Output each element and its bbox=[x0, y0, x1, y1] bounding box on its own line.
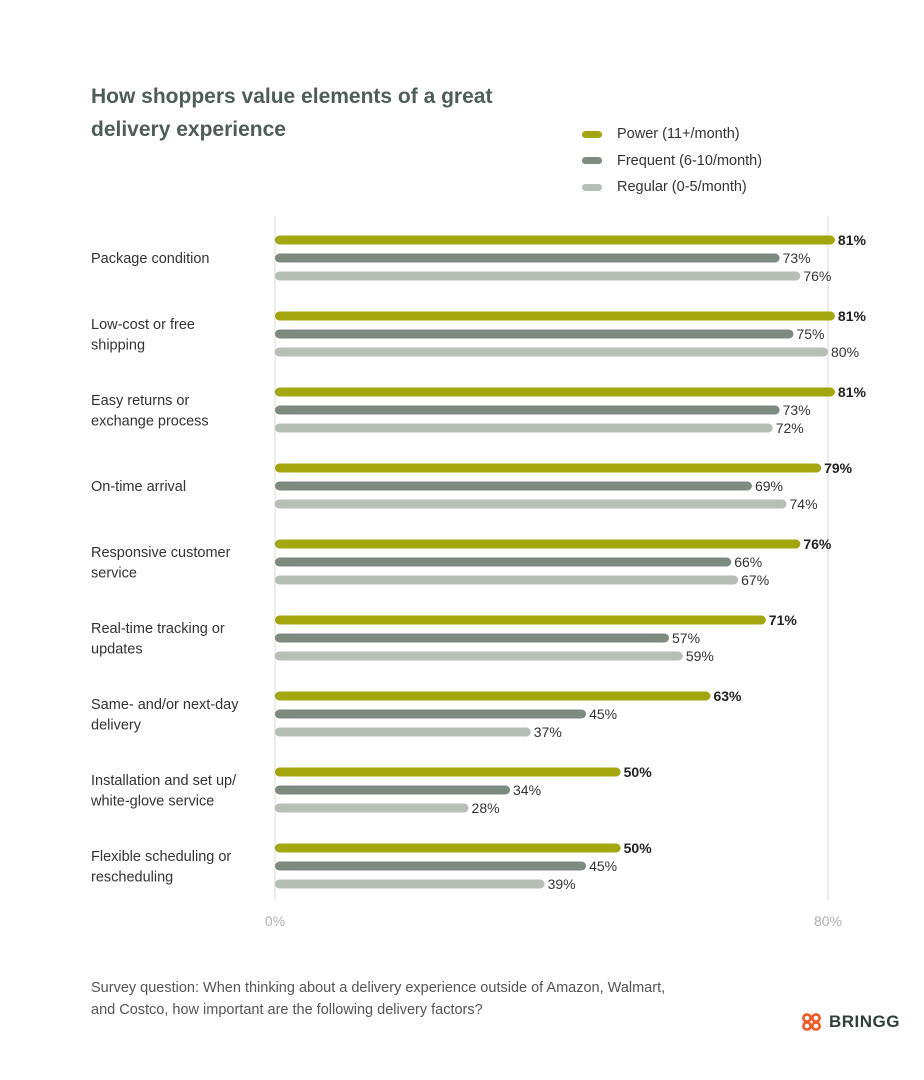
bringg-logo-icon bbox=[802, 1013, 821, 1031]
data-label-power: 79% bbox=[824, 460, 853, 476]
data-label-frequent: 69% bbox=[755, 478, 783, 494]
brand-name: BRINGG bbox=[829, 1012, 900, 1031]
brand-logo: BRINGG bbox=[801, 1012, 900, 1032]
category-label: Real-time tracking or updates bbox=[91, 621, 225, 658]
data-label-regular: 67% bbox=[741, 572, 769, 588]
data-label-regular: 74% bbox=[790, 496, 818, 512]
data-label-regular: 39% bbox=[548, 876, 576, 892]
category-label: Flexible scheduling or rescheduling bbox=[91, 849, 231, 886]
data-label-frequent: 66% bbox=[734, 554, 762, 570]
legend-swatch-power bbox=[582, 130, 602, 138]
legend-label-power: Power (11+/month) bbox=[617, 126, 740, 143]
category-label: Installation and set up/white-glove serv… bbox=[90, 773, 237, 810]
data-label-regular: 80% bbox=[831, 344, 859, 360]
bar-chart: 0% 80% Package condition 81% 73% 76% Low-cost … bbox=[90, 216, 867, 929]
data-label-regular: 37% bbox=[534, 724, 562, 740]
legend-swatch-frequent bbox=[582, 157, 602, 165]
category-label: Easy returns or exchange process bbox=[91, 393, 209, 430]
chart-legend: Power (11+/month) Frequent (6-10/month) … bbox=[582, 121, 762, 201]
legend-label-frequent: Frequent (6-10/month) bbox=[617, 152, 763, 169]
data-label-power: 63% bbox=[713, 688, 742, 704]
data-label-frequent: 57% bbox=[672, 630, 700, 646]
data-label-frequent: 73% bbox=[783, 250, 811, 266]
data-label-regular: 59% bbox=[686, 648, 714, 664]
chart-title: How shoppers value elements of a great d… bbox=[91, 85, 493, 141]
data-label-power: 50% bbox=[624, 840, 653, 856]
survey-footnote: Survey question: When thinking about a d… bbox=[91, 980, 666, 1018]
category-label: Responsive customer service bbox=[91, 545, 231, 582]
data-label-power: 76% bbox=[803, 536, 832, 552]
data-label-power: 50% bbox=[624, 764, 653, 780]
x-tick-label: 0% bbox=[265, 913, 285, 929]
data-label-power: 81% bbox=[838, 308, 867, 324]
category-label: Low-cost or free shipping bbox=[91, 317, 195, 354]
data-label-regular: 76% bbox=[803, 268, 831, 284]
data-label-power: 71% bbox=[769, 612, 798, 628]
legend-item-frequent: Frequent (6-10/month) bbox=[582, 148, 762, 175]
category-label: On-time arrival bbox=[91, 479, 186, 495]
category-label: Package condition bbox=[91, 251, 210, 267]
legend-label-regular: Regular (0-5/month) bbox=[617, 179, 747, 196]
data-label-frequent: 34% bbox=[513, 782, 541, 798]
data-label-frequent: 75% bbox=[796, 326, 824, 342]
x-tick-label: 80% bbox=[814, 913, 842, 929]
data-label-frequent: 73% bbox=[783, 402, 811, 418]
data-label-regular: 28% bbox=[472, 800, 500, 816]
data-label-frequent: 45% bbox=[589, 706, 617, 722]
category-label: Same- and/or next-day delivery bbox=[91, 697, 239, 734]
legend-item-regular: Regular (0-5/month) bbox=[582, 174, 762, 201]
data-label-frequent: 45% bbox=[589, 858, 617, 874]
data-label-power: 81% bbox=[838, 232, 867, 248]
data-label-regular: 72% bbox=[776, 420, 804, 436]
data-label-power: 81% bbox=[838, 384, 867, 400]
legend-item-power: Power (11+/month) bbox=[582, 121, 762, 148]
legend-swatch-regular bbox=[582, 183, 602, 191]
